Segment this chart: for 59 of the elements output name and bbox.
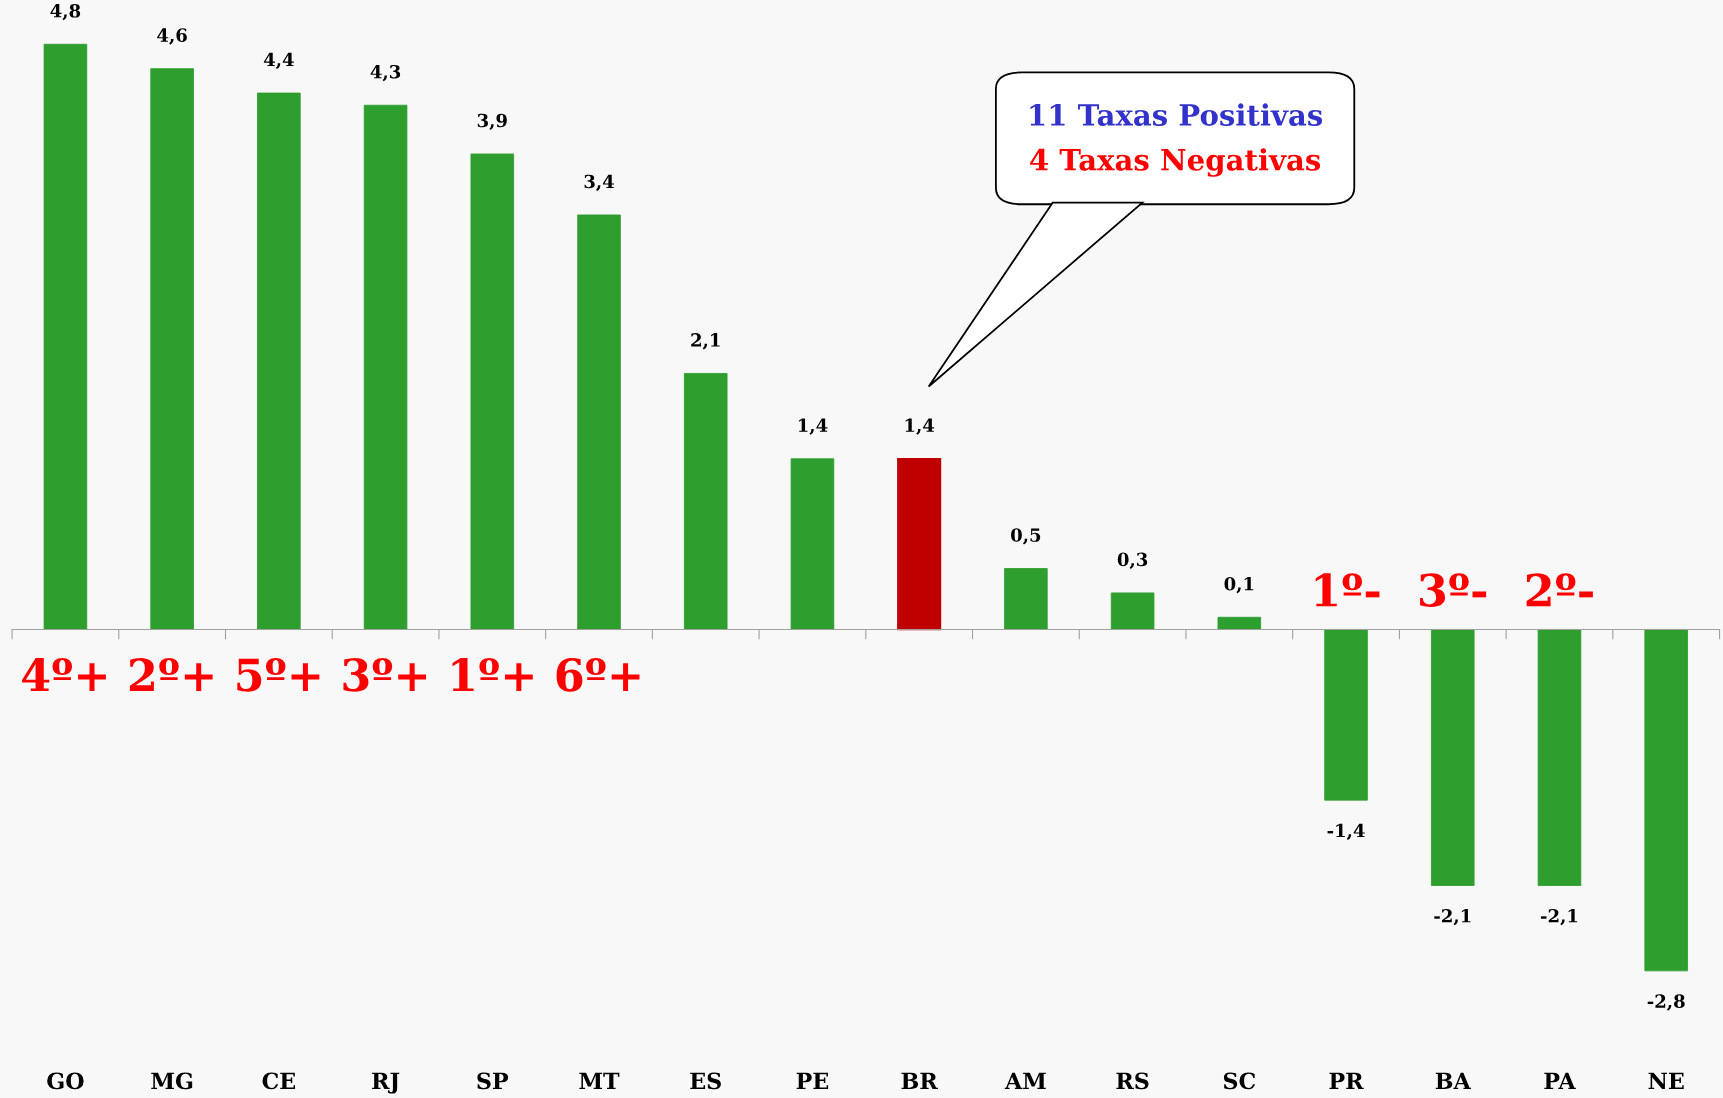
- bar: [1537, 629, 1582, 886]
- data-label: 3,4: [584, 174, 614, 192]
- annotation: 4 Taxas Negativas: [1030, 148, 1321, 177]
- data-label: 0,1: [1224, 576, 1254, 594]
- annotation: 11 Taxas Positivas: [1030, 103, 1323, 126]
- annotation: 3º-: [1420, 573, 1487, 607]
- bar: [577, 214, 621, 630]
- data-label: 4,3: [370, 64, 401, 82]
- data-label: 4,6: [157, 28, 187, 45]
- data-label: 2,1: [691, 333, 720, 350]
- x-tick-label: RJ: [372, 1072, 400, 1094]
- data-label: -1,4: [1327, 823, 1365, 841]
- data-label: -2,8: [1647, 994, 1685, 1011]
- annotation: 1º-: [1315, 573, 1380, 607]
- annotation: 6º+: [556, 658, 640, 692]
- data-label: -2,1: [1434, 908, 1471, 926]
- x-tick-label: BR: [901, 1072, 938, 1089]
- bar: [1217, 616, 1262, 630]
- bar: [1110, 592, 1155, 630]
- bar: [897, 458, 942, 631]
- annotation: 3º+: [343, 658, 427, 692]
- bar: [1004, 568, 1048, 630]
- bar: [257, 92, 301, 630]
- bar: [470, 153, 515, 630]
- x-tick-label: GO: [47, 1072, 84, 1090]
- bar: [1644, 629, 1688, 972]
- data-label: 0,5: [1011, 528, 1041, 545]
- bar: [790, 458, 835, 630]
- bar: [1430, 629, 1475, 886]
- annotation: 2º-: [1526, 573, 1593, 607]
- annotation: 5º+: [237, 658, 320, 692]
- data-label: 0,3: [1117, 552, 1148, 569]
- data-label: 1,4: [798, 418, 828, 435]
- annotation: 2º+: [129, 658, 213, 692]
- bar: [683, 373, 728, 630]
- annotation: 4º+: [22, 658, 106, 692]
- data-label: 4,8: [50, 3, 81, 21]
- x-tick-label: SP: [477, 1072, 509, 1090]
- x-tick-label: ES: [690, 1072, 721, 1090]
- x-tick-label: NE: [1648, 1072, 1684, 1089]
- bar: [43, 43, 88, 630]
- bar: [363, 104, 408, 630]
- x-tick-label: PR: [1329, 1072, 1364, 1089]
- data-label: 4,4: [263, 52, 294, 70]
- x-tick-label: PE: [796, 1072, 829, 1089]
- bar: [1324, 629, 1368, 801]
- x-tick-label: MT: [579, 1072, 620, 1089]
- x-tick-label: BA: [1435, 1072, 1472, 1089]
- annotation: 1º+: [452, 658, 533, 692]
- data-label: 1,4: [905, 418, 935, 435]
- x-tick-label: RS: [1116, 1072, 1149, 1090]
- data-label: -2,1: [1541, 908, 1578, 926]
- data-label: 3,9: [477, 113, 507, 131]
- bar: [150, 68, 194, 630]
- x-tick-label: CE: [262, 1072, 296, 1090]
- x-tick-label: AM: [1004, 1072, 1046, 1089]
- x-tick-label: MG: [151, 1072, 193, 1090]
- x-tick-label: PA: [1544, 1072, 1576, 1089]
- x-tick-label: SC: [1223, 1072, 1256, 1090]
